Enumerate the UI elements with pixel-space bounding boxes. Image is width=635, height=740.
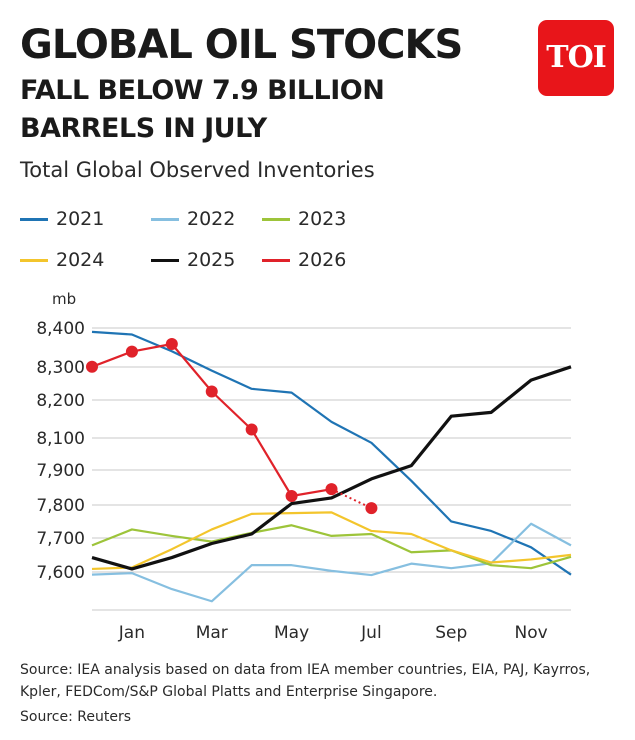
y-axis-unit: mb (52, 290, 76, 308)
x-tick-label: Jan (118, 623, 145, 643)
series-point-2026 (165, 338, 178, 350)
legend-label-2025: 2025 (187, 249, 236, 271)
chart-title-line-2: FALL BELOW 7.9 BILLION BARRELS IN JULY (20, 75, 385, 144)
legend-label-2026: 2026 (298, 249, 347, 271)
y-tick-label: 8,300 (36, 358, 85, 378)
y-tick-label: 8,400 (36, 319, 85, 339)
y-tick-label: 7,800 (36, 496, 85, 516)
toi-logo: TOI (538, 20, 614, 96)
source-reuters: Source: Reuters (20, 709, 131, 725)
legend-item-2026: 2026 (262, 248, 346, 272)
x-tick-label: Jul (360, 623, 382, 643)
legend-swatch-2025 (151, 258, 179, 262)
legend-swatch-2026 (262, 258, 290, 262)
legend-label-2024: 2024 (56, 249, 105, 271)
y-tick-label: 8,200 (36, 391, 85, 411)
line-chart: mb 8,400 8,300 8,200 8,100 7,900 7,800 7,700 7,… (36, 290, 572, 643)
series-point-2026 (325, 483, 338, 496)
y-tick-label: 7,600 (36, 563, 85, 583)
x-tick-label: Nov (514, 623, 547, 643)
series-line-2026-projection (331, 488, 372, 510)
legend-label-2021: 2021 (56, 208, 105, 230)
series-line-2024 (91, 511, 572, 571)
x-tick-label: Sep (435, 623, 467, 643)
legend-swatch-2022 (151, 217, 179, 221)
series-point-2026 (86, 360, 98, 373)
series-point-2026 (365, 502, 378, 515)
series-point-2026 (125, 345, 138, 358)
legend-swatch-2024 (20, 258, 48, 262)
y-tick-label: 7,900 (36, 461, 85, 481)
x-tick-label: Mar (196, 623, 228, 643)
legend-item-2023: 2023 (262, 207, 346, 231)
y-tick-label: 7,700 (36, 529, 85, 549)
legend-swatch-2023 (262, 217, 290, 221)
series-line-2023 (91, 524, 572, 570)
series-point-2026 (205, 385, 218, 398)
series-point-2026 (245, 423, 258, 436)
legend-item-2022: 2022 (151, 207, 235, 231)
x-tick-label: May (274, 623, 309, 643)
series-line-2021 (91, 330, 572, 576)
legend-item-2021: 2021 (20, 207, 104, 231)
legend-label-2023: 2023 (298, 208, 347, 230)
legend-item-2025: 2025 (151, 248, 235, 272)
legend-item-2024: 2024 (20, 248, 104, 272)
legend-swatch-2021 (20, 217, 48, 221)
y-tick-label: 8,100 (36, 429, 85, 449)
series-point-2026 (285, 490, 298, 502)
series-line-2025 (91, 365, 572, 571)
legend-label-2022: 2022 (187, 208, 236, 230)
chart-title: GLOBAL OIL STOCKS (20, 22, 463, 68)
chart-subtitle: Total Global Observed Inventories (20, 158, 375, 182)
source-note: Source: IEA analysis based on data from … (20, 662, 591, 700)
